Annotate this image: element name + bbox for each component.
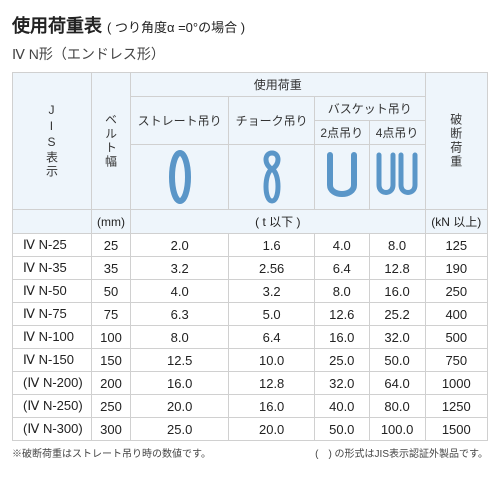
cell-c: 20.0 bbox=[229, 418, 315, 441]
col-straight: ストレート吊り bbox=[131, 97, 229, 145]
cell-br: 250 bbox=[425, 280, 487, 303]
cell-c: 16.0 bbox=[229, 395, 315, 418]
col-jis: JIS表示 bbox=[13, 73, 92, 210]
cell-jis: (Ⅳ N-250) bbox=[13, 395, 92, 418]
cell-b2: 4.0 bbox=[314, 234, 369, 257]
cell-b4: 64.0 bbox=[369, 372, 425, 395]
cell-br: 1250 bbox=[425, 395, 487, 418]
table-body: Ⅳ N-25252.01.64.08.0125Ⅳ N-35353.22.566.… bbox=[13, 234, 488, 441]
table-row: Ⅳ N-50504.03.28.016.0250 bbox=[13, 280, 488, 303]
cell-b4: 8.0 bbox=[369, 234, 425, 257]
icon-2pt bbox=[314, 145, 369, 210]
cell-s: 8.0 bbox=[131, 326, 229, 349]
col-basket: バスケット吊り bbox=[314, 97, 425, 121]
table-row: Ⅳ N-15015012.510.025.050.0750 bbox=[13, 349, 488, 372]
cell-c: 6.4 bbox=[229, 326, 315, 349]
cell-c: 10.0 bbox=[229, 349, 315, 372]
cell-br: 500 bbox=[425, 326, 487, 349]
cell-jis: Ⅳ N-35 bbox=[13, 257, 92, 280]
cell-br: 190 bbox=[425, 257, 487, 280]
cell-jis: (Ⅳ N-200) bbox=[13, 372, 92, 395]
cell-w: 50 bbox=[91, 280, 130, 303]
col-break: 破断荷重 bbox=[425, 73, 487, 210]
table-row: Ⅳ N-1001008.06.416.032.0500 bbox=[13, 326, 488, 349]
cell-jis: Ⅳ N-75 bbox=[13, 303, 92, 326]
cell-s: 16.0 bbox=[131, 372, 229, 395]
cell-b4: 100.0 bbox=[369, 418, 425, 441]
cell-b2: 50.0 bbox=[314, 418, 369, 441]
cell-s: 20.0 bbox=[131, 395, 229, 418]
icon-4pt bbox=[369, 145, 425, 210]
cell-s: 12.5 bbox=[131, 349, 229, 372]
unit-kn: (kN 以上) bbox=[425, 210, 487, 234]
cell-w: 75 bbox=[91, 303, 130, 326]
page-title: 使用荷重表 ( つり角度α =0°の場合 ) bbox=[12, 12, 488, 38]
cell-b4: 80.0 bbox=[369, 395, 425, 418]
blank bbox=[13, 210, 92, 234]
cell-w: 35 bbox=[91, 257, 130, 280]
icon-straight bbox=[131, 145, 229, 210]
cell-w: 150 bbox=[91, 349, 130, 372]
title-sub: ( つり角度α =0°の場合 ) bbox=[107, 20, 245, 35]
cell-b4: 25.2 bbox=[369, 303, 425, 326]
cell-br: 1000 bbox=[425, 372, 487, 395]
cell-b2: 8.0 bbox=[314, 280, 369, 303]
table-row: Ⅳ N-75756.35.012.625.2400 bbox=[13, 303, 488, 326]
col-load: 使用荷重 bbox=[131, 73, 426, 97]
cell-c: 1.6 bbox=[229, 234, 315, 257]
cell-b2: 6.4 bbox=[314, 257, 369, 280]
cell-b2: 40.0 bbox=[314, 395, 369, 418]
cell-br: 750 bbox=[425, 349, 487, 372]
cell-b2: 16.0 bbox=[314, 326, 369, 349]
table-row: (Ⅳ N-200)20016.012.832.064.01000 bbox=[13, 372, 488, 395]
cell-w: 100 bbox=[91, 326, 130, 349]
table-row: (Ⅳ N-300)30025.020.050.0100.01500 bbox=[13, 418, 488, 441]
cell-jis: Ⅳ N-25 bbox=[13, 234, 92, 257]
cell-b4: 16.0 bbox=[369, 280, 425, 303]
table-row: Ⅳ N-35353.22.566.412.8190 bbox=[13, 257, 488, 280]
cell-w: 25 bbox=[91, 234, 130, 257]
subtitle: Ⅳ N形（エンドレス形） bbox=[12, 44, 488, 64]
cell-s: 6.3 bbox=[131, 303, 229, 326]
cell-c: 12.8 bbox=[229, 372, 315, 395]
cell-w: 300 bbox=[91, 418, 130, 441]
cell-jis: Ⅳ N-100 bbox=[13, 326, 92, 349]
cell-c: 5.0 bbox=[229, 303, 315, 326]
cell-br: 1500 bbox=[425, 418, 487, 441]
cell-c: 3.2 bbox=[229, 280, 315, 303]
icon-choke bbox=[229, 145, 315, 210]
cell-b4: 32.0 bbox=[369, 326, 425, 349]
load-table: JIS表示 ベルト幅 使用荷重 破断荷重 ストレート吊り チョーク吊り バスケッ… bbox=[12, 72, 488, 441]
cell-s: 3.2 bbox=[131, 257, 229, 280]
unit-mm: (mm) bbox=[91, 210, 130, 234]
col-2pt: 2点吊り bbox=[314, 121, 369, 145]
cell-jis: (Ⅳ N-300) bbox=[13, 418, 92, 441]
cell-s: 25.0 bbox=[131, 418, 229, 441]
note-left: ※破断荷重はストレート吊り時の数値です。 bbox=[12, 449, 211, 460]
col-4pt: 4点吊り bbox=[369, 121, 425, 145]
cell-jis: Ⅳ N-50 bbox=[13, 280, 92, 303]
footnotes: ※破断荷重はストレート吊り時の数値です。 ( ) の形式はJIS表示認証外製品で… bbox=[12, 445, 488, 460]
cell-b2: 12.6 bbox=[314, 303, 369, 326]
table-row: Ⅳ N-25252.01.64.08.0125 bbox=[13, 234, 488, 257]
col-belt: ベルト幅 bbox=[91, 73, 130, 210]
cell-jis: Ⅳ N-150 bbox=[13, 349, 92, 372]
title-main: 使用荷重表 bbox=[12, 16, 102, 36]
cell-b4: 12.8 bbox=[369, 257, 425, 280]
cell-b2: 25.0 bbox=[314, 349, 369, 372]
table-row: (Ⅳ N-250)25020.016.040.080.01250 bbox=[13, 395, 488, 418]
cell-c: 2.56 bbox=[229, 257, 315, 280]
cell-b4: 50.0 bbox=[369, 349, 425, 372]
col-choke: チョーク吊り bbox=[229, 97, 315, 145]
note-right: ( ) の形式はJIS表示認証外製品です。 bbox=[315, 445, 488, 460]
unit-t: ( t 以下 ) bbox=[131, 210, 426, 234]
cell-br: 400 bbox=[425, 303, 487, 326]
cell-s: 4.0 bbox=[131, 280, 229, 303]
cell-s: 2.0 bbox=[131, 234, 229, 257]
cell-b2: 32.0 bbox=[314, 372, 369, 395]
cell-br: 125 bbox=[425, 234, 487, 257]
cell-w: 250 bbox=[91, 395, 130, 418]
cell-w: 200 bbox=[91, 372, 130, 395]
